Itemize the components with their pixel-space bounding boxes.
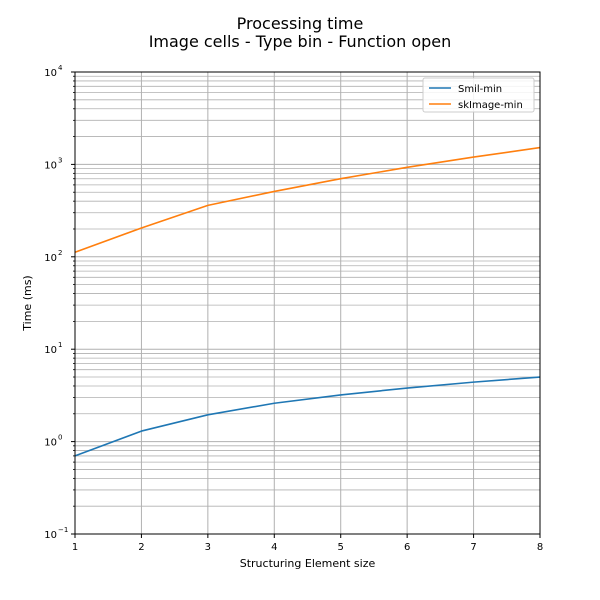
series-line-skimage-min [74,146,541,254]
x-tick-label: 6 [404,542,410,553]
x-tick-label: 5 [338,542,344,553]
series-lines [74,146,541,457]
y-axis-label: Time (ms) [21,275,34,331]
legend-label: Smil-min [458,84,502,95]
axes-frame [74,71,541,535]
legend: Smil-min skImage-min [422,77,535,113]
y-tick-label: 10 [44,253,57,264]
y-tick-exponent: −1 [58,526,68,534]
y-tick-label: 10 [44,345,57,356]
x-tick-label: 4 [271,542,277,553]
y-tick-exponent: 0 [58,434,62,442]
x-axis-label: Structuring Element size [240,557,376,570]
x-tick-label: 8 [537,542,543,553]
legend-label: skImage-min [458,100,523,111]
y-tick-exponent: 3 [58,156,62,164]
grid [75,72,540,535]
series-line-smil-min [74,376,541,457]
chart-subtitle: Image cells - Type bin - Function open [148,32,452,51]
y-tick-label: 10 [44,530,57,541]
y-tick-exponent: 4 [58,64,63,72]
chart-title: Processing time [236,14,364,33]
y-tick-label: 10 [44,160,57,171]
x-tick-label: 2 [138,542,144,553]
y-tick-label: 10 [44,438,57,449]
y-tick-exponent: 1 [58,341,62,349]
x-tick-label: 1 [72,542,78,553]
y-tick-exponent: 2 [58,249,62,257]
x-tick-label: 3 [205,542,211,553]
y-tick-label: 10 [44,68,57,79]
x-tick-label: 7 [470,542,476,553]
